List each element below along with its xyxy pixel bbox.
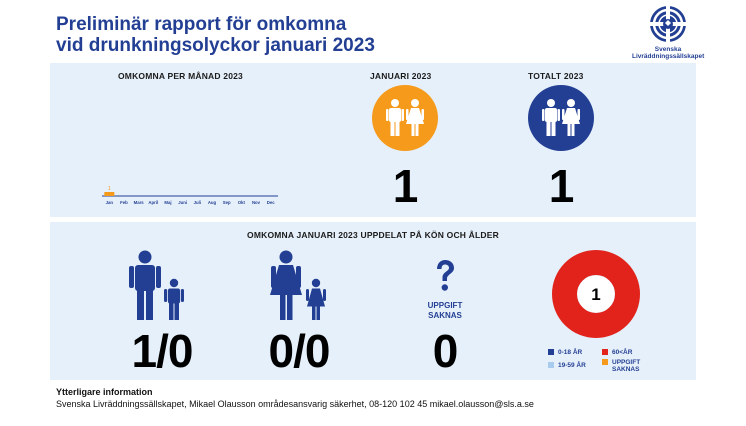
year-total: 1 [548,160,575,212]
page-title: Preliminär rapport för omkomna vid drunk… [56,14,616,56]
legend-item-0-18: 0-18 ÅR [548,349,582,356]
x-tick-mars: Mars [134,200,145,205]
legend-label: 0-18 ÅR [558,349,583,356]
unknown-label-line-2: SAKNAS [428,311,462,320]
january-total: 1 [392,160,419,212]
legend-swatch [548,362,554,368]
man-and-boy-icon [129,250,184,320]
total-header: TOTALT 2023 [528,71,584,81]
man-woman-icon [542,99,580,136]
footer-heading: Ytterligare information [56,387,153,397]
age-donut-chart: 1 [552,250,640,338]
bar-jan [104,192,115,196]
logo-line-1: Svenska [654,46,682,53]
donut-center-label: 1 [591,285,600,304]
legend-label: 19-59 ÅR [558,362,586,369]
top-panel: OMKOMNA PER MÅNAD 2023 1 Jan Feb Mars April M… [50,63,696,217]
x-tick-juni: Juni [178,200,187,205]
legend-label: UPPGIFT SAKNAS [612,359,641,373]
x-tick-nov: Nov [252,200,261,205]
donut-center [577,275,615,313]
donut-slice-60-r [552,250,640,338]
data-label-jan: 1 [108,186,111,192]
footer: Ytterligare information Svenska Livräddn… [56,386,736,410]
month-bar-chart: 1 Jan Feb Mars April Maj Juni Juli Aug Sep Okt Nov D… [102,186,278,205]
x-tick-maj: Maj [164,200,171,205]
breakdown-header: OMKOMNA JANUARI 2023 UPPDELAT PÅ KÖN OCH… [247,230,499,240]
legend-label: 60<ÅR [612,349,633,356]
bottom-panel: OMKOMNA JANUARI 2023 UPPDELAT PÅ KÖN OCH… [50,222,696,380]
logo-text: Svenska Livräddningssällskapet [632,46,704,60]
women-count: 0/0 [268,325,331,377]
sls-logo: Svenska Livräddningssällskapet [632,4,704,62]
month-chart-header: OMKOMNA PER MÅNAD 2023 [118,71,243,81]
legend-swatch [602,349,608,355]
legend-swatch [548,349,554,355]
woman-and-girl-icon [270,250,326,320]
title-line-1: Preliminär rapport för omkomna [56,14,347,35]
men-count: 1/0 [131,325,194,377]
x-tick-feb: Feb [120,200,128,205]
title-line-2: vid drunkningsolyckor januari 2023 [56,35,375,56]
lifebuoy-icon [650,6,686,42]
unknown-label: UPPGIFT SAKNAS [410,301,480,321]
x-tick-april: April [148,200,158,205]
unknown-label-line-1: UPPGIFT [427,301,463,310]
man-woman-icon [386,99,424,136]
x-tick-sep: Sep [223,200,231,205]
legend-item-unknown: UPPGIFT SAKNAS [602,359,642,373]
january-header: JANUARI 2023 [370,71,432,81]
x-tick-okt: Okt [238,200,246,205]
legend-item-19-59: 19-59 ÅR [548,362,586,369]
x-tick-dec: Dec [267,200,275,205]
total-people-badge [528,85,594,151]
x-tick-jan: Jan [106,200,114,205]
unknown-count: 0 [432,325,459,377]
x-tick-aug: Aug [208,200,217,205]
legend-item-60-plus: 60<ÅR [602,349,632,356]
january-people-badge [372,85,438,151]
legend-swatch [602,359,608,365]
footer-contact: Svenska Livräddningssällskapet, Mikael O… [56,399,534,409]
logo-line-2: Livräddningssällskapet [632,53,705,60]
question-mark-icon [437,260,454,291]
x-tick-juli: Juli [194,200,201,205]
